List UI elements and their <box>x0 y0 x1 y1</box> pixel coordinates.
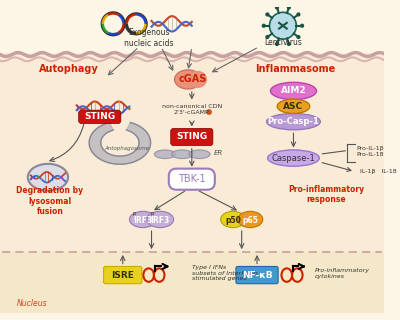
Wedge shape <box>102 14 109 24</box>
Wedge shape <box>126 13 136 24</box>
Text: Pro-inflammatory
cytokines: Pro-inflammatory cytokines <box>314 268 370 279</box>
Ellipse shape <box>220 211 246 228</box>
Text: ER: ER <box>214 150 223 156</box>
Text: AIM2: AIM2 <box>281 86 306 95</box>
Ellipse shape <box>130 211 156 228</box>
Circle shape <box>296 35 300 39</box>
Text: Autophagy: Autophagy <box>39 64 99 74</box>
Text: p50: p50 <box>225 216 241 225</box>
Wedge shape <box>118 24 125 34</box>
Circle shape <box>287 42 291 46</box>
Wedge shape <box>136 24 147 34</box>
Ellipse shape <box>268 150 319 166</box>
Text: p: p <box>151 211 154 216</box>
Text: non-canonical CDN
2'3'-cGAMP: non-canonical CDN 2'3'-cGAMP <box>162 104 222 115</box>
Circle shape <box>275 42 279 46</box>
Text: Degradation by
lysosomal
fusion: Degradation by lysosomal fusion <box>16 186 84 216</box>
Text: Exogenous
nucleic acids: Exogenous nucleic acids <box>124 28 174 48</box>
Text: NF-κB: NF-κB <box>242 271 272 280</box>
Circle shape <box>265 12 270 17</box>
Circle shape <box>296 12 300 17</box>
Ellipse shape <box>172 150 193 159</box>
Wedge shape <box>118 14 125 24</box>
Wedge shape <box>136 13 147 24</box>
Text: IRF3: IRF3 <box>150 216 170 225</box>
Circle shape <box>275 5 279 10</box>
Circle shape <box>265 35 270 39</box>
Text: Nucleus: Nucleus <box>17 299 48 308</box>
Text: ASC: ASC <box>284 102 304 111</box>
FancyBboxPatch shape <box>104 267 142 284</box>
Polygon shape <box>89 123 150 164</box>
Circle shape <box>300 24 304 28</box>
Bar <box>0 252 384 314</box>
Text: IL-1β   IL-18: IL-1β IL-18 <box>360 169 396 174</box>
Circle shape <box>206 109 212 115</box>
Ellipse shape <box>188 71 207 88</box>
Bar <box>0 6 384 52</box>
Ellipse shape <box>28 164 68 191</box>
Ellipse shape <box>189 150 210 159</box>
FancyBboxPatch shape <box>79 110 121 124</box>
Text: STING: STING <box>84 112 115 121</box>
Ellipse shape <box>270 82 316 100</box>
Ellipse shape <box>267 114 320 130</box>
FancyBboxPatch shape <box>171 128 213 146</box>
Ellipse shape <box>154 150 176 159</box>
Text: ISRE: ISRE <box>111 271 134 280</box>
Text: TBK-1: TBK-1 <box>178 174 206 184</box>
Text: p65: p65 <box>242 216 258 225</box>
Text: p: p <box>132 211 136 216</box>
Text: Caspase-1: Caspase-1 <box>272 154 315 163</box>
Text: STING: STING <box>176 132 207 141</box>
Text: Lentivirus: Lentivirus <box>264 38 302 47</box>
FancyBboxPatch shape <box>169 169 215 190</box>
FancyBboxPatch shape <box>236 267 278 284</box>
Circle shape <box>262 24 266 28</box>
Bar <box>0 52 384 252</box>
Text: Pro-IL-1β
Pro-IL-18: Pro-IL-1β Pro-IL-18 <box>357 146 384 157</box>
Wedge shape <box>126 24 136 34</box>
Circle shape <box>287 5 291 10</box>
Ellipse shape <box>147 211 174 228</box>
Ellipse shape <box>277 99 310 114</box>
Text: Type I IFNs
subsets of Interferon
stimulated genes: Type I IFNs subsets of Interferon stimul… <box>192 265 258 282</box>
Text: cGAS: cGAS <box>178 75 207 84</box>
Text: Inflammasome: Inflammasome <box>255 64 336 74</box>
Ellipse shape <box>238 211 263 228</box>
Text: Pro-inflammatory
response: Pro-inflammatory response <box>288 185 364 204</box>
Ellipse shape <box>174 70 202 89</box>
Circle shape <box>270 12 296 39</box>
Wedge shape <box>108 32 119 35</box>
Wedge shape <box>102 24 109 34</box>
Wedge shape <box>108 12 119 16</box>
Text: IRF3: IRF3 <box>133 216 152 225</box>
Text: Antophagosome: Antophagosome <box>104 146 149 151</box>
Text: Pro-Casp-1: Pro-Casp-1 <box>268 117 320 126</box>
